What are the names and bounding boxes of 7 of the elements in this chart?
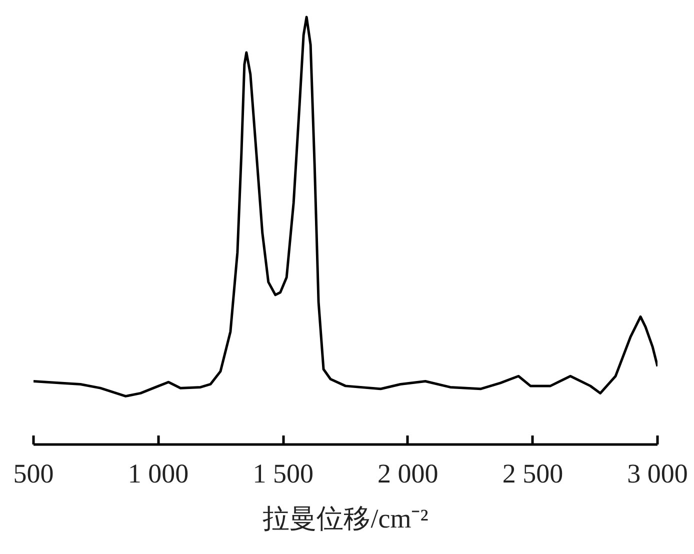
x-tick-label: 2 500 — [502, 458, 564, 488]
x-tick-label: 500 — [13, 458, 54, 488]
x-tick-label: 2 000 — [378, 458, 438, 488]
x-tick-label: 1 000 — [128, 458, 189, 488]
x-tick-label: 3 000 — [627, 458, 688, 488]
x-tick-label: 1 500 — [252, 458, 314, 488]
x-axis-title: 拉曼位移/cm⁻² — [262, 504, 428, 534]
